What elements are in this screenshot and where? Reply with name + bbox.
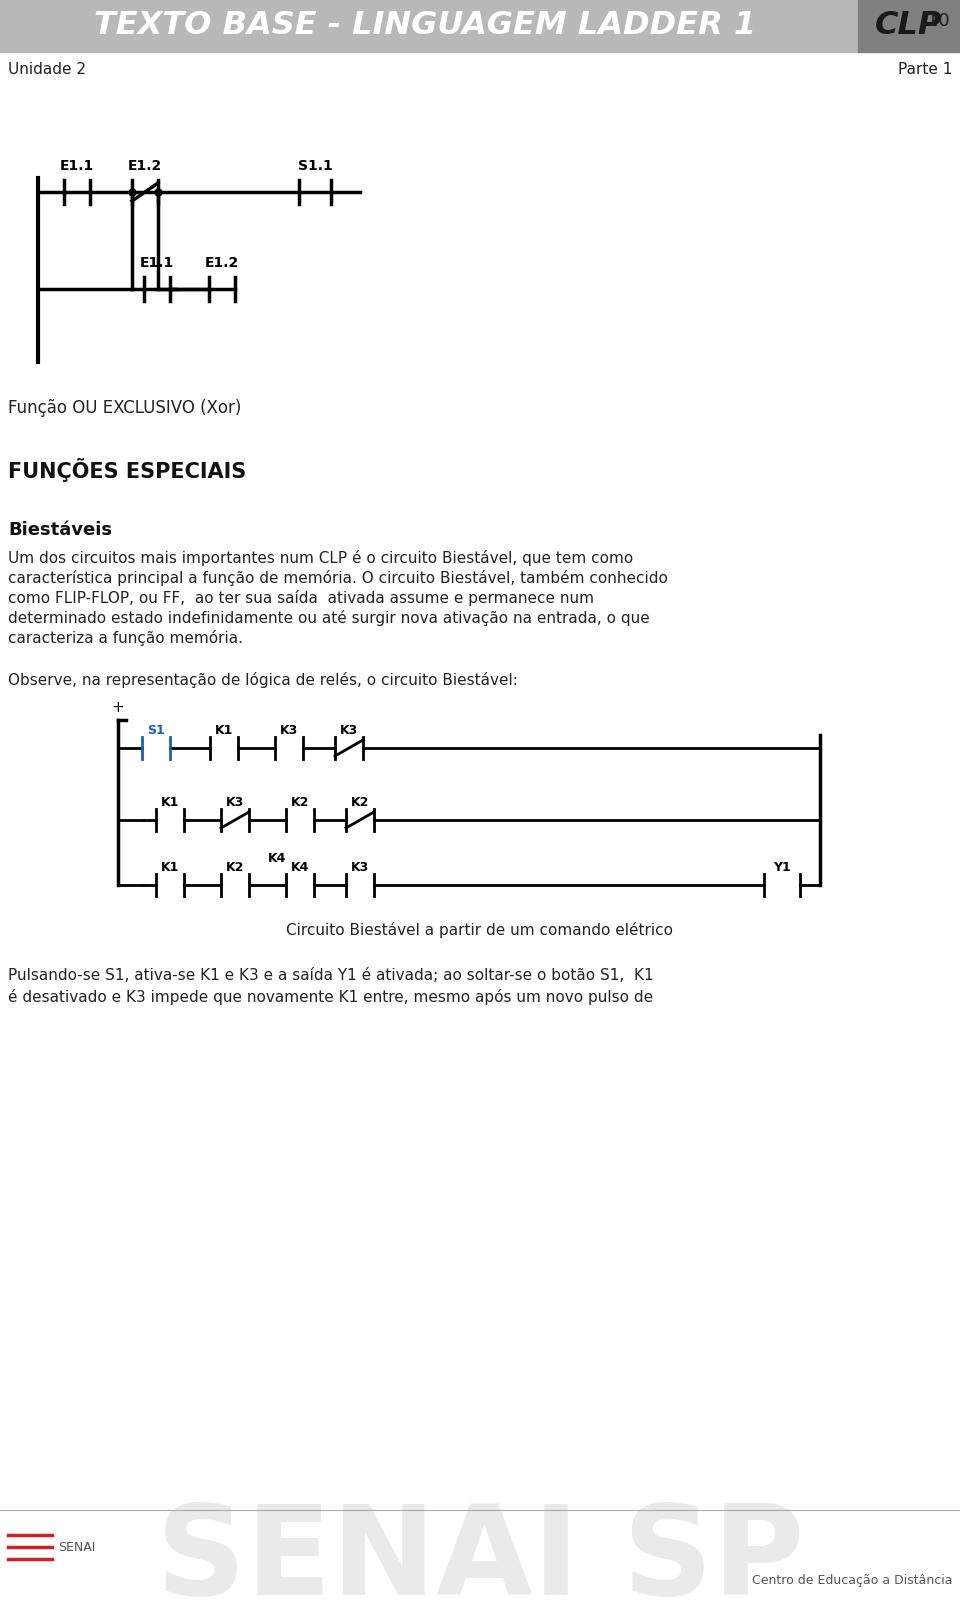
- Text: Observe, na representação de lógica de relés, o circuito Biestável:: Observe, na representação de lógica de r…: [8, 671, 517, 687]
- Text: S1: S1: [147, 723, 165, 736]
- Text: como FLIP-FLOP, ou FF,  ao ter sua saída  ativada assume e permanece num: como FLIP-FLOP, ou FF, ao ter sua saída …: [8, 589, 594, 605]
- Text: K3: K3: [280, 723, 299, 736]
- Bar: [0, 0, 858, 52]
- Text: FUNÇÕES ESPECIAIS: FUNÇÕES ESPECIAIS: [8, 457, 247, 481]
- Text: K3: K3: [340, 723, 358, 736]
- Text: K4: K4: [291, 860, 309, 874]
- Text: Circuito Biestável a partir de um comando elétrico: Circuito Biestável a partir de um comand…: [286, 923, 674, 939]
- Text: determinado estado indefinidamente ou até surgir nova ativação na entrada, o que: determinado estado indefinidamente ou at…: [8, 610, 650, 626]
- Text: E1.2: E1.2: [204, 256, 239, 270]
- Text: K1: K1: [161, 860, 180, 874]
- Text: E1.1: E1.1: [60, 159, 94, 172]
- Text: Função OU EXCLUSIVO (Xor): Função OU EXCLUSIVO (Xor): [8, 399, 241, 417]
- Text: é desativado e K3 impede que novamente K1 entre, mesmo após um novo pulso de: é desativado e K3 impede que novamente K…: [8, 989, 653, 1005]
- Text: característica principal a função de memória. O circuito Biestável, também conhe: característica principal a função de mem…: [8, 570, 668, 586]
- Text: S1.1: S1.1: [298, 159, 332, 172]
- Text: Y1: Y1: [773, 860, 791, 874]
- Text: Biestáveis: Biestáveis: [8, 522, 112, 539]
- Text: Pulsando-se S1, ativa-se K1 e K3 e a saída Y1 é ativada; ao soltar-se o botão S1: Pulsando-se S1, ativa-se K1 e K3 e a saí…: [8, 968, 654, 982]
- Text: Centro de Educação a Distância: Centro de Educação a Distância: [752, 1573, 952, 1586]
- Text: K2: K2: [291, 795, 309, 808]
- Text: TEXTO BASE - LINGUAGEM LADDER 1: TEXTO BASE - LINGUAGEM LADDER 1: [94, 11, 756, 42]
- Text: K4: K4: [268, 852, 286, 865]
- Text: SENAI SP: SENAI SP: [156, 1499, 804, 1610]
- Bar: [858, 0, 960, 52]
- Text: caracteriza a função memória.: caracteriza a função memória.: [8, 630, 243, 646]
- Text: Um dos circuitos mais importantes num CLP é o circuito Biestável, que tem como: Um dos circuitos mais importantes num CL…: [8, 551, 634, 567]
- Text: K3: K3: [350, 860, 370, 874]
- Text: 10: 10: [927, 11, 950, 31]
- Text: Parte 1: Parte 1: [898, 63, 952, 77]
- Text: K3: K3: [226, 795, 244, 808]
- Text: E1.1: E1.1: [140, 256, 174, 270]
- Text: +: +: [111, 700, 125, 715]
- Text: K2: K2: [350, 795, 370, 808]
- Text: K1: K1: [215, 723, 233, 736]
- Text: Unidade 2: Unidade 2: [8, 63, 86, 77]
- Text: K2: K2: [226, 860, 244, 874]
- Text: SENAI: SENAI: [58, 1541, 95, 1554]
- Text: K1: K1: [161, 795, 180, 808]
- Text: CLP: CLP: [876, 11, 943, 42]
- Text: E1.2: E1.2: [128, 159, 162, 172]
